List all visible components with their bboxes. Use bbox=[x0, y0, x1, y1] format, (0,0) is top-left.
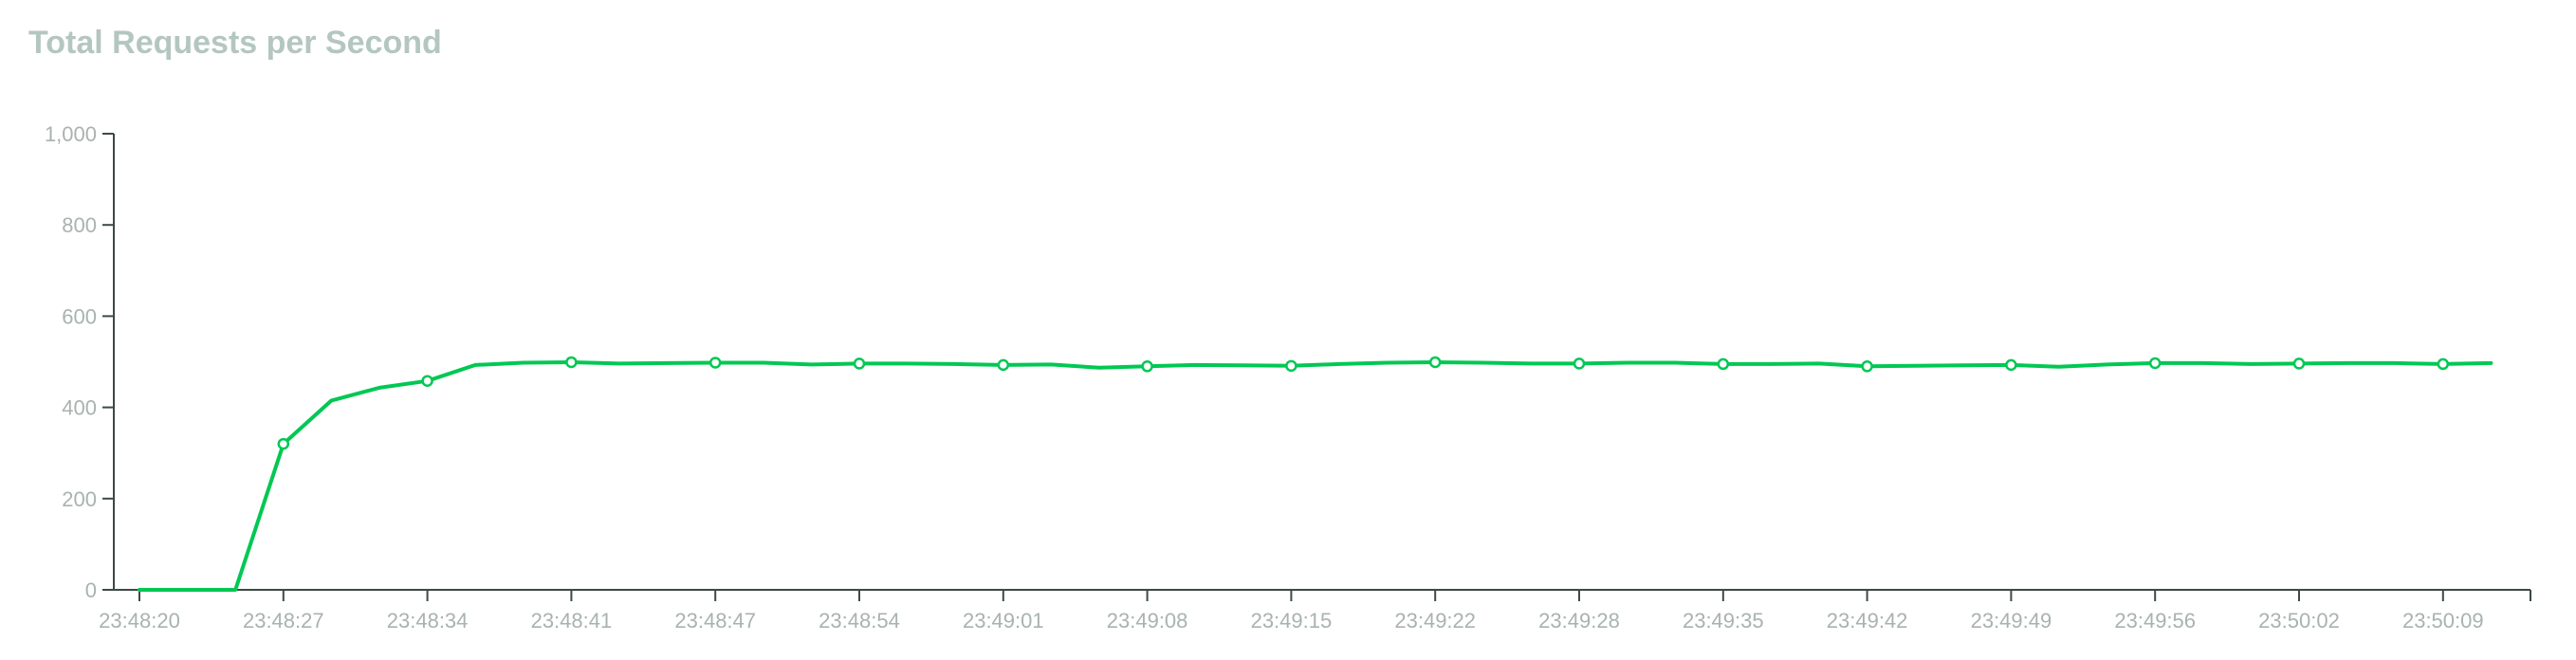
x-tick-label: 23:49:01 bbox=[963, 609, 1044, 632]
y-tick-label: 600 bbox=[62, 304, 97, 328]
x-tick-label: 23:50:02 bbox=[2258, 609, 2340, 632]
data-point[interactable] bbox=[855, 358, 864, 368]
data-point[interactable] bbox=[2150, 358, 2160, 368]
x-tick-label: 23:48:20 bbox=[99, 609, 180, 632]
data-point[interactable] bbox=[566, 358, 576, 367]
data-point[interactable] bbox=[1143, 361, 1152, 371]
x-tick-label: 23:48:47 bbox=[674, 609, 756, 632]
data-point[interactable] bbox=[279, 439, 288, 449]
x-tick-label: 23:48:54 bbox=[819, 609, 900, 632]
x-tick-label: 23:48:27 bbox=[243, 609, 324, 632]
y-tick-label: 400 bbox=[62, 396, 97, 420]
data-point[interactable] bbox=[1863, 361, 1872, 371]
data-point[interactable] bbox=[1286, 361, 1296, 371]
data-point[interactable] bbox=[1574, 358, 1584, 368]
y-tick-label: 1,000 bbox=[45, 122, 97, 146]
data-point[interactable] bbox=[2006, 360, 2015, 370]
x-tick-label: 23:49:22 bbox=[1394, 609, 1476, 632]
x-axis: 23:48:20 23:48:27 23:48:34 23:48:41 23:48:47… bbox=[99, 590, 2530, 632]
data-point[interactable] bbox=[2438, 359, 2448, 369]
x-tick-label: 23:49:56 bbox=[2114, 609, 2196, 632]
y-tick-label: 800 bbox=[62, 213, 97, 237]
series-layer bbox=[139, 358, 2491, 590]
data-point[interactable] bbox=[999, 360, 1008, 370]
y-tick-label: 200 bbox=[62, 487, 97, 511]
data-point[interactable] bbox=[1430, 358, 1440, 367]
x-tick-label: 23:48:41 bbox=[531, 609, 613, 632]
data-point[interactable] bbox=[2294, 358, 2304, 368]
x-tick-label: 23:50:09 bbox=[2402, 609, 2484, 632]
data-point[interactable] bbox=[423, 376, 432, 386]
x-tick-label: 23:49:49 bbox=[1971, 609, 2052, 632]
x-tick-label: 23:49:15 bbox=[1251, 609, 1333, 632]
x-tick-label: 23:49:28 bbox=[1538, 609, 1620, 632]
data-point[interactable] bbox=[1719, 359, 1728, 369]
data-point[interactable] bbox=[710, 358, 720, 367]
y-tick-label: 0 bbox=[85, 578, 97, 602]
x-tick-label: 23:49:08 bbox=[1107, 609, 1188, 632]
x-tick-label: 23:48:34 bbox=[387, 609, 469, 632]
x-tick-label: 23:49:42 bbox=[1827, 609, 1908, 632]
x-tick-label: 23:49:35 bbox=[1683, 609, 1764, 632]
series-line bbox=[139, 362, 2491, 590]
y-axis: 0 200 400 600 800 1,000 bbox=[45, 122, 114, 602]
